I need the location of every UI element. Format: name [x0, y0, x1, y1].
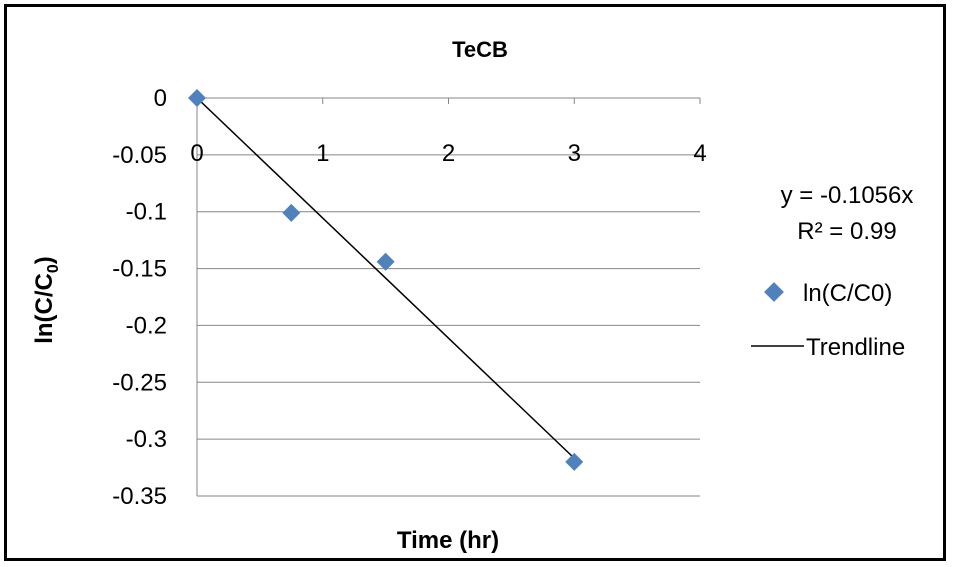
plot-border [196, 98, 701, 497]
y-axis-title-close: ) [31, 256, 58, 264]
legend-trendline-label: Trendline [806, 334, 905, 361]
data-point-0-3 [565, 452, 584, 471]
data-points [188, 89, 584, 471]
trendline-equation: y = -0.1056x [781, 182, 914, 209]
trendline-r-squared: R² = 0.99 [797, 218, 896, 245]
trendline [196, 97, 575, 459]
y-tick-label-5: -0.25 [112, 369, 167, 396]
x-tick-labels: 0 1 2 3 4 [190, 140, 706, 167]
data-point-0-2 [376, 252, 395, 271]
legend: ln(C/C0) Trendline [751, 280, 905, 361]
trendline-group [196, 97, 575, 459]
gridlines [197, 97, 700, 497]
x-tick-label-3: 3 [568, 140, 581, 167]
y-axis-title-main: ln(C/C [31, 273, 58, 344]
legend-diamond-marker [764, 282, 784, 302]
y-tick-label-2: -0.1 [126, 199, 167, 226]
x-tick-label-0: 0 [190, 140, 203, 167]
legend-series-label: ln(C/C0) [803, 280, 892, 307]
y-axis-title: ln(C/C0) [31, 256, 62, 344]
y-tick-label-6: -0.3 [126, 426, 167, 453]
y-tick-labels: 0 -0.05 -0.1 -0.15 -0.2 -0.25 -0.3 -0.35 [112, 85, 167, 510]
y-tick-label-7: -0.35 [112, 483, 167, 510]
y-tick-label-0: 0 [154, 85, 167, 112]
x-tick-label-1: 1 [316, 140, 329, 167]
chart-title: TeCB [452, 37, 508, 62]
x-tick-label-4: 4 [693, 140, 706, 167]
y-axis-title-subscript: 0 [45, 264, 62, 273]
x-tick-label-2: 2 [442, 140, 455, 167]
y-tick-label-3: -0.15 [112, 256, 167, 283]
chart-frame [4, 4, 946, 561]
data-point-0-1 [282, 203, 301, 222]
y-tick-label-1: -0.05 [112, 142, 167, 169]
x-axis-title: Time (hr) [397, 527, 499, 554]
y-tick-label-4: -0.2 [126, 312, 167, 339]
data-point-0-0 [188, 89, 206, 107]
